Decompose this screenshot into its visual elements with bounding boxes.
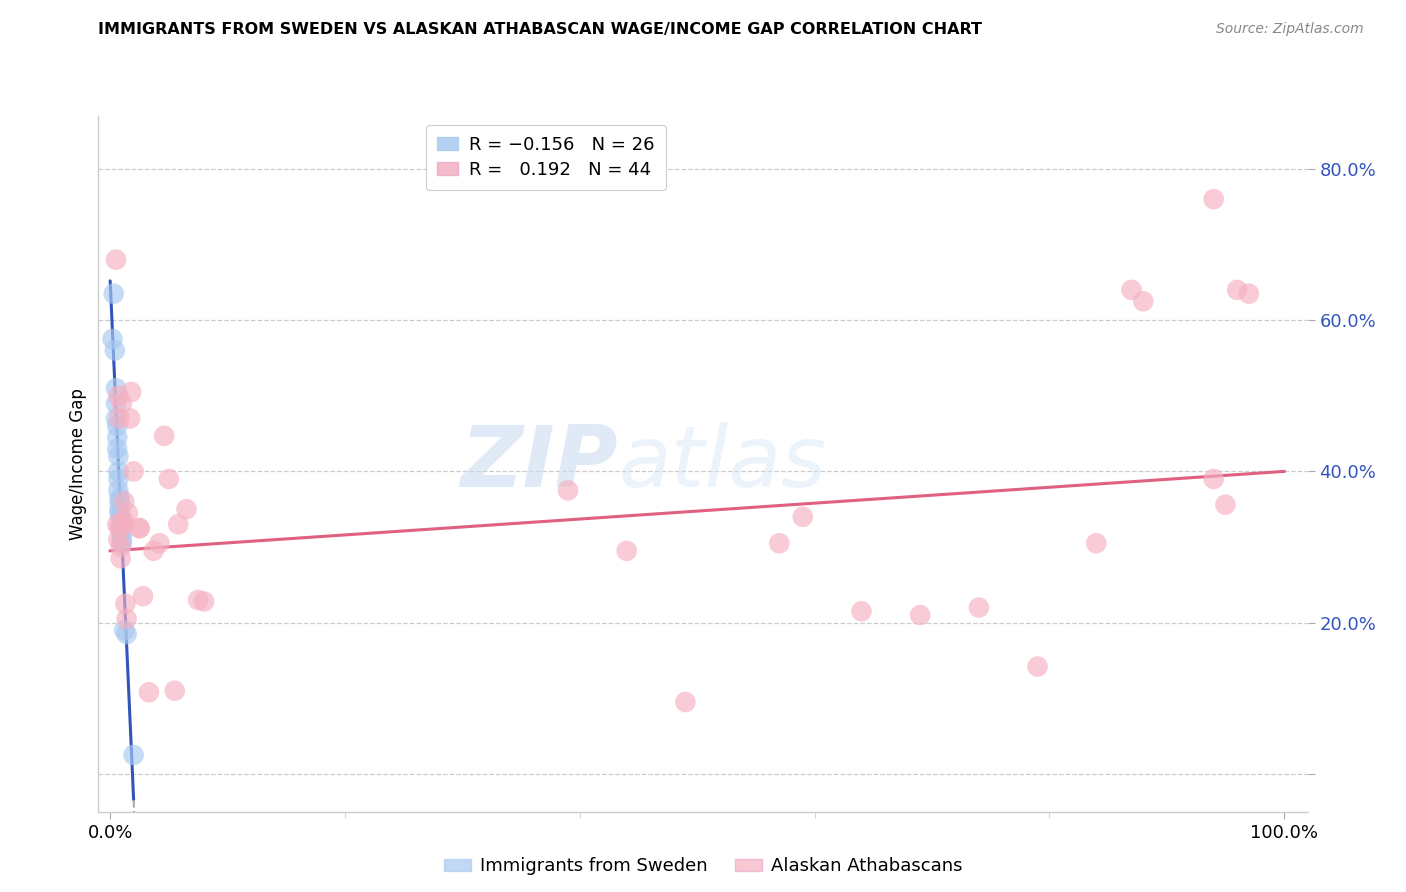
Point: [557, 483, 579, 498]
Legend: Immigrants from Sweden, Alaskan Athabascans: Immigrants from Sweden, Alaskan Athabasc…: [436, 850, 970, 883]
Point: [108, 502, 131, 516]
Point: [112, 517, 135, 532]
Point: [111, 524, 134, 539]
Point: [110, 551, 132, 566]
Point: [115, 612, 138, 626]
Point: [1215, 498, 1237, 512]
Point: [112, 624, 135, 638]
Text: Source: ZipAtlas.com: Source: ZipAtlas.com: [1216, 22, 1364, 37]
Point: [108, 491, 131, 505]
Point: [105, 411, 128, 425]
Point: [111, 396, 134, 410]
Point: [616, 543, 638, 558]
Point: [120, 411, 142, 425]
Point: [1202, 472, 1225, 486]
Point: [107, 533, 129, 547]
Point: [105, 396, 128, 410]
Point: [104, 343, 127, 358]
Point: [114, 597, 136, 611]
Point: [111, 533, 134, 547]
Point: [128, 521, 150, 535]
Point: [110, 540, 132, 554]
Point: [107, 472, 129, 486]
Point: [120, 384, 142, 399]
Text: IMMIGRANTS FROM SWEDEN VS ALASKAN ATHABASCAN WAGE/INCOME GAP CORRELATION CHART: IMMIGRANTS FROM SWEDEN VS ALASKAN ATHABA…: [98, 22, 983, 37]
Point: [110, 521, 132, 535]
Point: [105, 419, 128, 434]
Point: [163, 683, 186, 698]
Point: [792, 509, 814, 524]
Point: [148, 536, 170, 550]
Point: [908, 608, 931, 623]
Point: [105, 252, 128, 267]
Point: [112, 494, 135, 508]
Point: [122, 747, 145, 762]
Point: [138, 685, 160, 699]
Point: [132, 589, 155, 603]
Point: [105, 442, 128, 456]
Point: [112, 514, 135, 528]
Point: [108, 506, 131, 520]
Point: [187, 593, 209, 607]
Point: [1121, 283, 1143, 297]
Point: [108, 411, 131, 425]
Point: [110, 514, 132, 528]
Point: [105, 517, 128, 532]
Point: [1237, 286, 1260, 301]
Point: [105, 381, 128, 395]
Point: [1132, 294, 1154, 309]
Point: [142, 543, 165, 558]
Point: [176, 502, 198, 516]
Point: [673, 695, 696, 709]
Point: [768, 536, 790, 550]
Point: [967, 600, 990, 615]
Y-axis label: Wage/Income Gap: Wage/Income Gap: [69, 388, 87, 540]
Point: [108, 494, 131, 508]
Point: [107, 483, 129, 498]
Text: ZIP: ZIP: [461, 422, 619, 506]
Point: [167, 517, 190, 532]
Point: [101, 332, 124, 346]
Point: [105, 430, 128, 444]
Point: [107, 389, 129, 403]
Point: [115, 627, 138, 641]
Point: [851, 604, 873, 618]
Text: atlas: atlas: [619, 422, 827, 506]
Point: [1202, 192, 1225, 206]
Point: [107, 464, 129, 478]
Point: [1026, 659, 1049, 673]
Point: [128, 521, 150, 535]
Point: [103, 286, 125, 301]
Point: [193, 594, 215, 608]
Point: [1226, 283, 1249, 297]
Point: [157, 472, 180, 486]
Point: [111, 536, 134, 550]
Point: [117, 506, 139, 520]
Point: [153, 429, 176, 443]
Point: [110, 509, 132, 524]
Point: [122, 464, 145, 478]
Point: [108, 521, 131, 535]
Point: [107, 450, 129, 464]
Point: [1085, 536, 1108, 550]
